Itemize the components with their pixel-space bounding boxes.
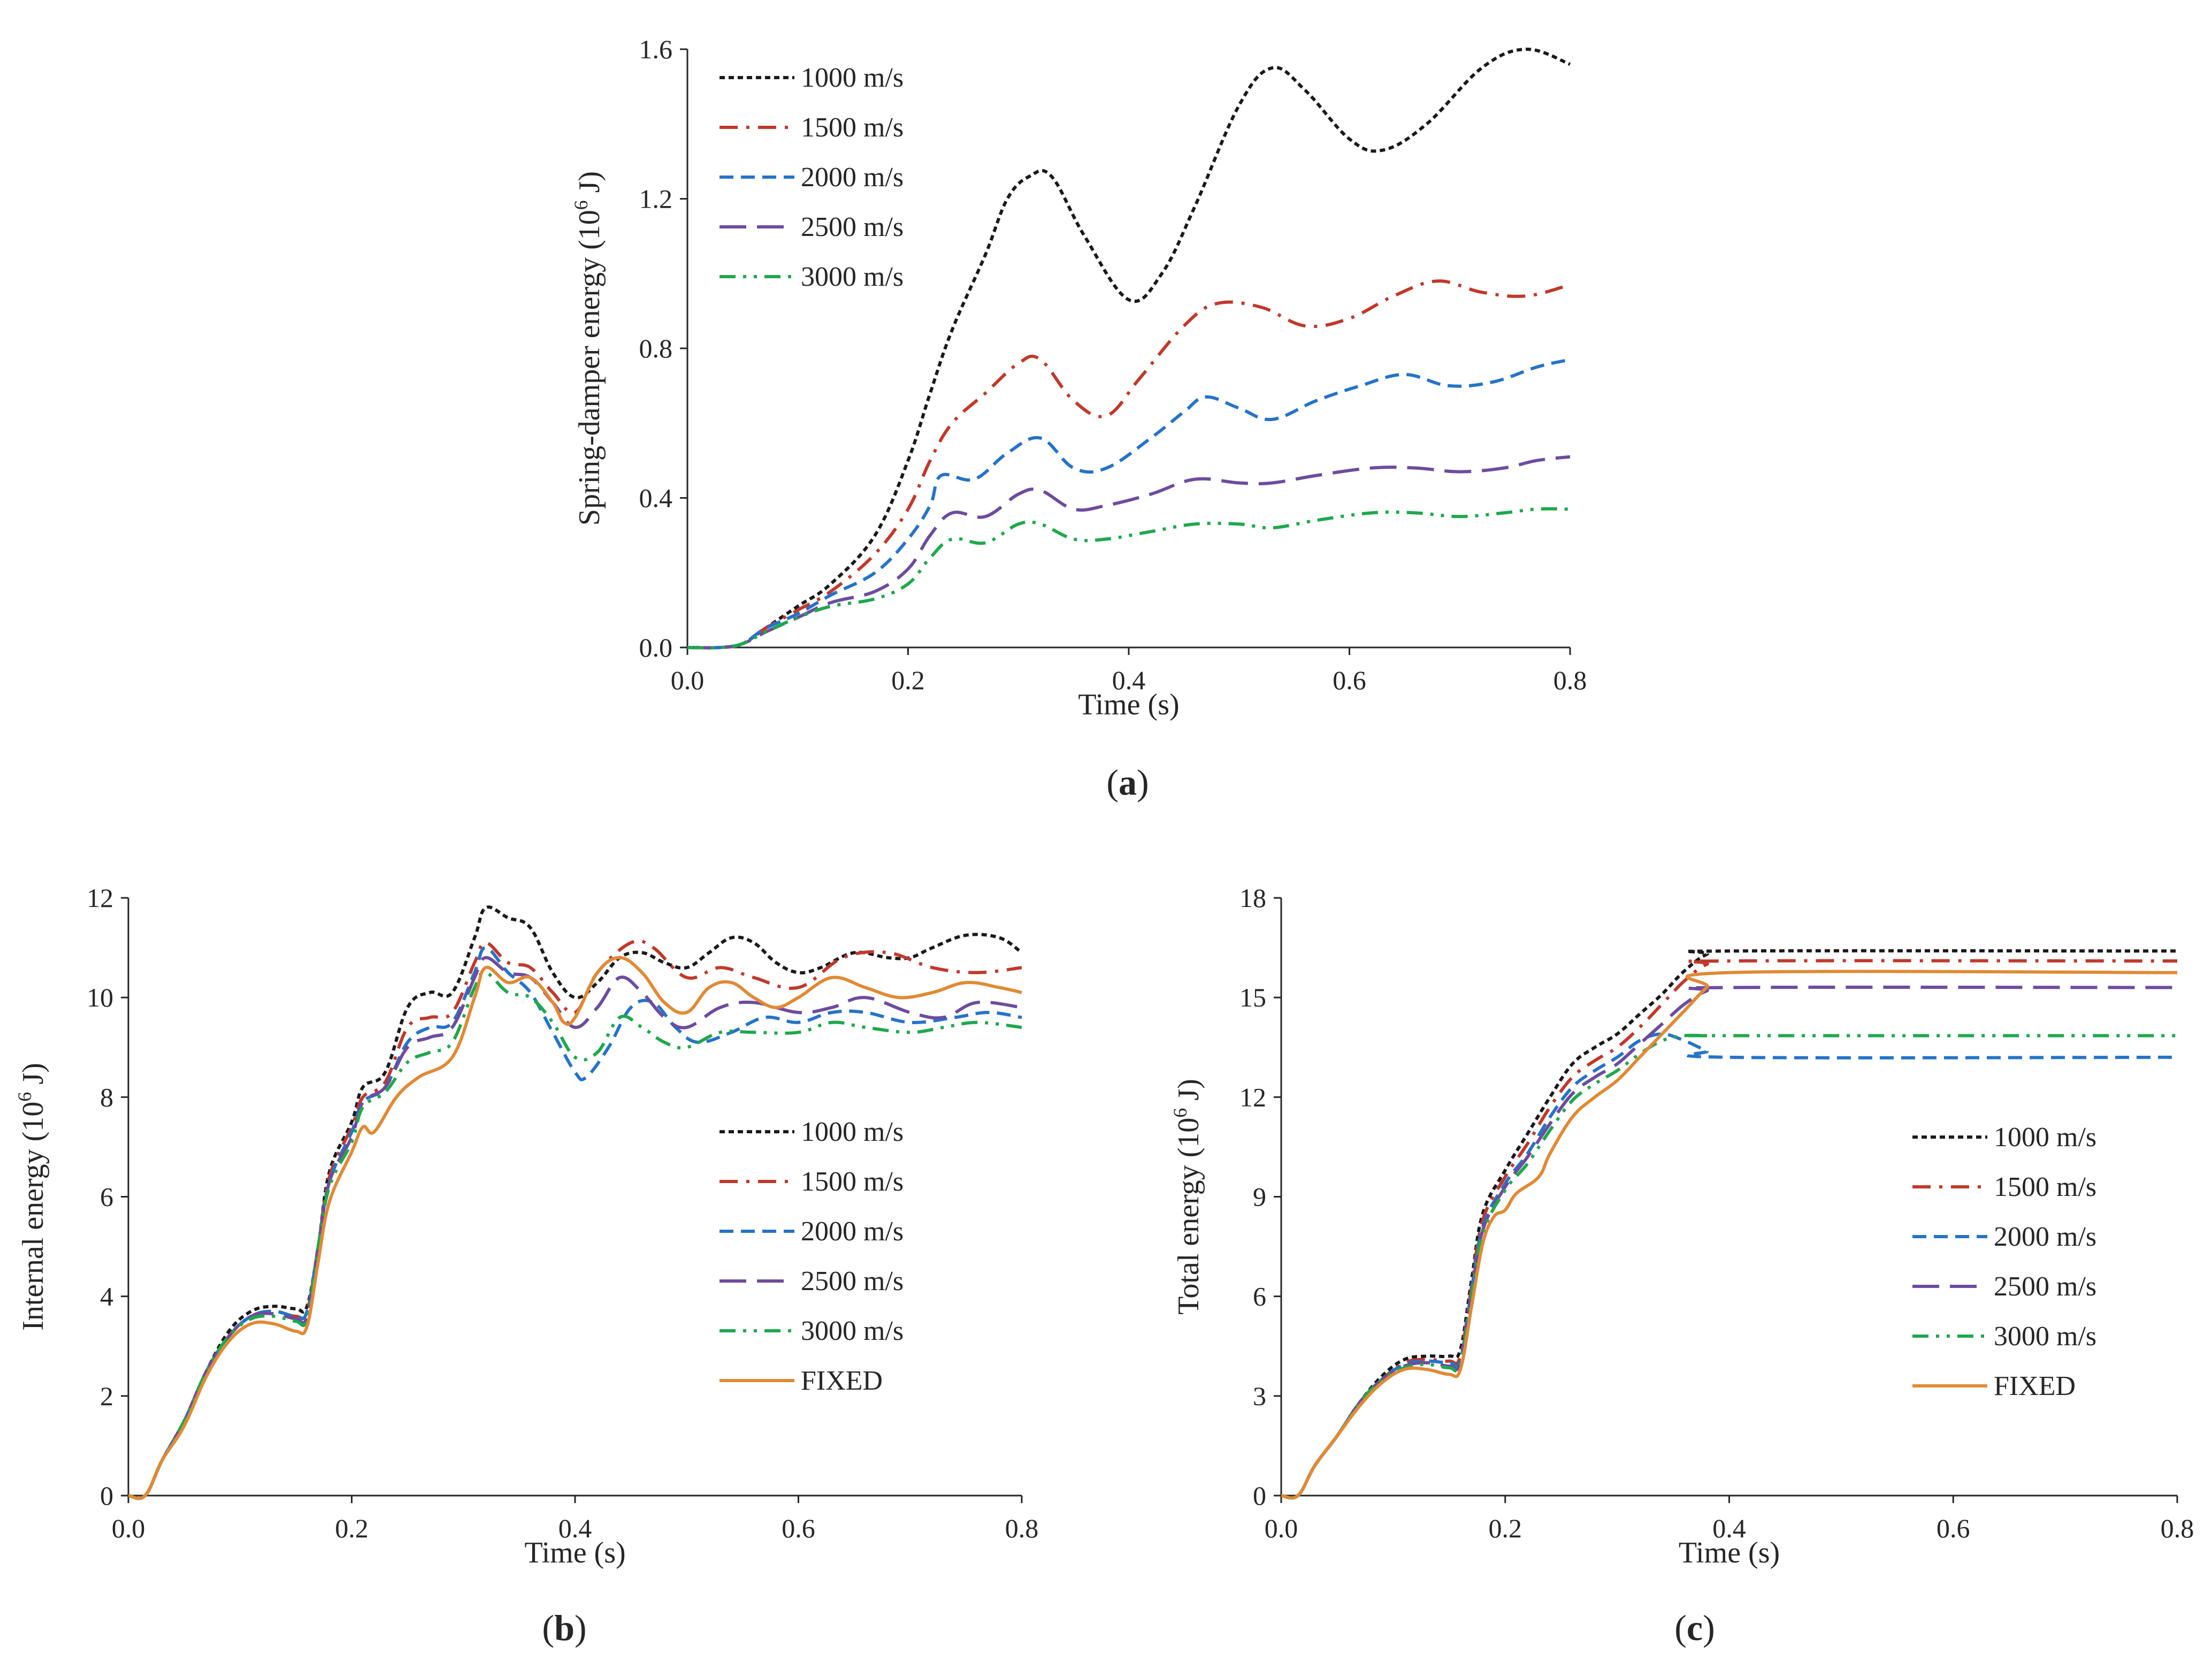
legend-label-2000-m-s: 2000 m/s: [1994, 1222, 2096, 1252]
x-tick-label: 0.2: [335, 1513, 369, 1543]
legend-label-2000-m-s: 2000 m/s: [801, 1216, 904, 1247]
y-tick-label: 8: [100, 1082, 113, 1112]
series-line-1000-m-s: [687, 47, 1571, 650]
series-line-1500-m-s: [128, 939, 1022, 1500]
legend-label-fixed: FIXED: [801, 1366, 883, 1396]
legend-label-2500-m-s: 2500 m/s: [801, 1266, 904, 1297]
y-tick-label: 0: [100, 1481, 113, 1511]
series-line-3000-m-s: [128, 971, 1022, 1500]
y-axis-label-text: Total energy: [1172, 1157, 1205, 1315]
y-axis-label-exponent: 6: [570, 200, 592, 210]
chart-panel-c: 0.0 0.2 0.4 0.6 0.8 0 3 6 9 12 15 18 Time (s) Total e…: [1169, 883, 2194, 1648]
y-axis-label-unit-suffix: J): [573, 171, 606, 200]
chart-panel-b: 0.0 0.2 0.4 0.6 0.8 0 2 4 6 8 10 12 Time (s) Internal…: [14, 883, 1038, 1648]
series-line-3000-m-s: [1281, 1033, 2177, 1500]
y-tick-label: 3: [1253, 1381, 1266, 1411]
x-tick-label: 0.4: [1112, 665, 1146, 695]
y-tick-label: 18: [1239, 883, 1266, 913]
y-tick-label: 1.2: [639, 184, 673, 214]
series-line-2000-m-s: [1281, 1032, 2178, 1500]
y-tick-label: 6: [1253, 1282, 1266, 1312]
y-axis-label-unit: (10: [1172, 1118, 1205, 1158]
legend-label-3000-m-s: 3000 m/s: [801, 262, 904, 292]
x-tick-label: 0.6: [1333, 665, 1366, 695]
x-tick-label: 0.0: [1265, 1513, 1298, 1543]
legend-label-1000-m-s: 1000 m/s: [801, 1117, 904, 1147]
y-tick-label: 1.6: [639, 34, 673, 64]
legend-label-1000-m-s: 1000 m/s: [801, 63, 904, 93]
panel-label-b: (b): [542, 1607, 586, 1648]
y-tick-label: 0.4: [639, 483, 673, 513]
series-line-2000-m-s: [687, 358, 1571, 650]
x-tick-label: 0.2: [891, 665, 925, 695]
y-axis-label-unit-suffix: J): [1172, 1079, 1205, 1108]
y-axis-label-text: Internal energy: [17, 1141, 50, 1330]
x-tick-label: 0.8: [2161, 1513, 2194, 1543]
y-axis-label-text: Spring-damper energy: [573, 250, 606, 525]
y-tick-label: 15: [1239, 982, 1266, 1012]
y-axis-label: Total energy (106 J): [1169, 1079, 1205, 1315]
legend-label-2000-m-s: 2000 m/s: [801, 162, 904, 193]
y-tick-label: 2: [100, 1381, 113, 1411]
x-axis-label: Time (s): [524, 1536, 625, 1569]
series-line-2000-m-s: [128, 946, 1022, 1500]
series-line-1000-m-s: [128, 905, 1023, 1500]
y-tick-label: 9: [1253, 1182, 1266, 1212]
x-tick-label: 0.0: [112, 1513, 146, 1543]
y-tick-label: 6: [100, 1182, 113, 1212]
y-tick-label: 0.8: [639, 333, 673, 363]
series-line-2500-m-s: [687, 455, 1571, 650]
chart-panel-a: 0.0 0.2 0.4 0.6 0.8 0.0 0.4 0.8 1.2 1.6 Time (s) Sp…: [570, 34, 1587, 803]
y-axis-label-unit: (10: [573, 210, 606, 250]
legend: 1000 m/s 1500 m/s 2000 m/s 2500 m/s 3000 m/s…: [1912, 1122, 2096, 1401]
legend: 1000 m/s 1500 m/s 2000 m/s 2500 m/s 3000 m/s…: [720, 1117, 904, 1396]
legend-label-1500-m-s: 1500 m/s: [801, 112, 904, 143]
y-tick-label: 4: [100, 1282, 113, 1312]
legend-label-1000-m-s: 1000 m/s: [1994, 1122, 2096, 1153]
x-tick-label: 0.8: [1553, 665, 1587, 695]
legend: 1000 m/s 1500 m/s 2000 m/s 2500 m/s 3000 m/s: [720, 63, 904, 292]
y-tick-label: 12: [87, 883, 113, 913]
legend-label-1500-m-s: 1500 m/s: [1994, 1172, 2096, 1202]
series-line-2500-m-s: [128, 956, 1022, 1500]
y-axis-label-unit-suffix: J): [17, 1063, 50, 1092]
series-line-fixed: [1281, 970, 2178, 1500]
legend-label-1500-m-s: 1500 m/s: [801, 1167, 904, 1197]
panel-label-a: (a): [1106, 762, 1149, 803]
y-axis-label: Spring-damper energy (106 J): [570, 171, 606, 525]
legend-label-2500-m-s: 2500 m/s: [1994, 1271, 2096, 1302]
x-tick-label: 0.6: [1937, 1513, 1970, 1543]
x-tick-label: 0.4: [1712, 1513, 1746, 1543]
x-tick-label: 0.6: [782, 1513, 815, 1543]
legend-label-fixed: FIXED: [1994, 1371, 2076, 1401]
panel-label-c: (c): [1674, 1607, 1715, 1648]
x-tick-label: 0.8: [1005, 1513, 1039, 1543]
series-line-3000-m-s: [687, 507, 1571, 650]
y-axis-label-exponent: 6: [1169, 1108, 1191, 1118]
x-axis-label: Time (s): [1078, 688, 1179, 721]
y-tick-label: 0: [1253, 1481, 1266, 1511]
y-axis-label: Internal energy (106 J): [14, 1063, 50, 1331]
legend-label-3000-m-s: 3000 m/s: [801, 1316, 904, 1346]
y-tick-label: 0.0: [639, 632, 673, 662]
y-axis-label-unit: (10: [17, 1102, 50, 1142]
x-tick-label: 0.2: [1489, 1513, 1522, 1543]
y-axis-label-exponent: 6: [14, 1092, 35, 1102]
y-tick-label: 12: [1239, 1082, 1266, 1112]
x-tick-label: 0.0: [671, 665, 705, 695]
x-tick-label: 0.4: [558, 1513, 592, 1543]
series-line-fixed: [128, 956, 1022, 1500]
legend-label-2500-m-s: 2500 m/s: [801, 212, 904, 242]
legend-label-3000-m-s: 3000 m/s: [1994, 1321, 2096, 1352]
x-axis-label: Time (s): [1679, 1536, 1780, 1569]
y-tick-label: 10: [87, 982, 113, 1012]
series-line-1500-m-s: [1281, 959, 2178, 1500]
